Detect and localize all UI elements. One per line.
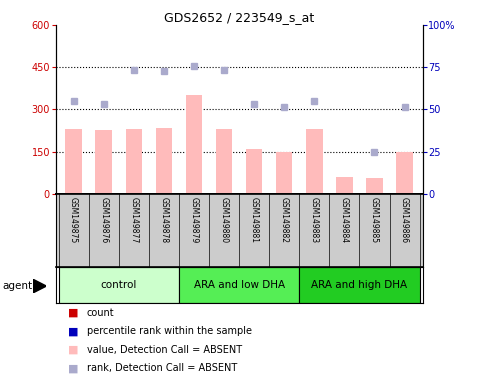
- Bar: [58, 267, 179, 303]
- Title: GDS2652 / 223549_s_at: GDS2652 / 223549_s_at: [164, 11, 314, 24]
- Text: percentile rank within the sample: percentile rank within the sample: [87, 326, 252, 336]
- Text: GSM149884: GSM149884: [340, 197, 349, 243]
- Text: GSM149877: GSM149877: [129, 197, 138, 243]
- Text: value, Detection Call = ABSENT: value, Detection Call = ABSENT: [87, 345, 242, 355]
- Text: ■: ■: [68, 345, 78, 355]
- Bar: [185, 95, 202, 194]
- Bar: [299, 267, 420, 303]
- Text: GSM149879: GSM149879: [189, 197, 199, 243]
- Text: GSM149881: GSM149881: [250, 197, 258, 243]
- Text: ■: ■: [68, 326, 78, 336]
- Text: GSM149875: GSM149875: [69, 197, 78, 243]
- Text: rank, Detection Call = ABSENT: rank, Detection Call = ABSENT: [87, 363, 237, 373]
- Bar: [306, 129, 323, 194]
- Bar: [336, 177, 353, 194]
- Text: agent: agent: [2, 281, 32, 291]
- Text: GSM149878: GSM149878: [159, 197, 169, 243]
- Bar: [126, 129, 142, 194]
- Text: GSM149882: GSM149882: [280, 197, 289, 243]
- Text: GSM149876: GSM149876: [99, 197, 108, 243]
- Text: ■: ■: [68, 363, 78, 373]
- Text: GSM149880: GSM149880: [220, 197, 228, 243]
- Bar: [276, 152, 293, 194]
- Bar: [179, 267, 299, 303]
- Bar: [96, 130, 112, 194]
- Bar: [366, 179, 383, 194]
- Text: count: count: [87, 308, 114, 318]
- Bar: [65, 129, 82, 194]
- Text: ARA and high DHA: ARA and high DHA: [312, 280, 408, 290]
- Polygon shape: [33, 279, 46, 293]
- Text: control: control: [100, 280, 137, 290]
- Text: GSM149885: GSM149885: [370, 197, 379, 243]
- Text: GSM149886: GSM149886: [400, 197, 409, 243]
- Text: ■: ■: [68, 308, 78, 318]
- Bar: [156, 128, 172, 194]
- Bar: [216, 129, 232, 194]
- Bar: [396, 152, 413, 194]
- Bar: [246, 149, 262, 194]
- Text: ARA and low DHA: ARA and low DHA: [194, 280, 284, 290]
- Text: GSM149883: GSM149883: [310, 197, 319, 243]
